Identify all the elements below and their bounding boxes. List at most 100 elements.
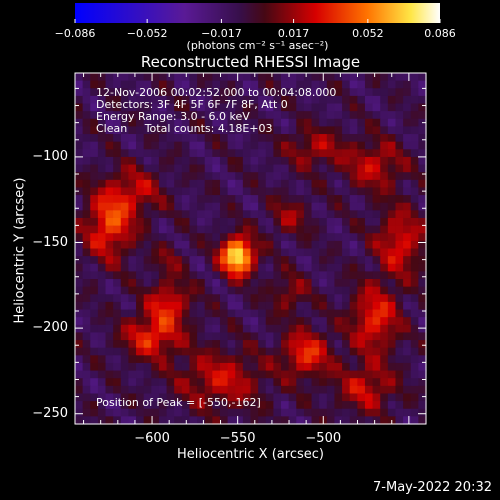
heatmap-cell: [242, 401, 252, 410]
heatmap-cell: [296, 156, 305, 166]
heatmap-cell: [166, 324, 175, 334]
heatmap-cell: [151, 301, 160, 311]
heatmap-cell: [403, 340, 412, 349]
heatmap-cell: [311, 164, 320, 173]
heatmap-cell: [265, 172, 274, 181]
heatmap-cell: [387, 233, 397, 242]
heatmap-cell: [319, 149, 328, 158]
heatmap-cell: [410, 362, 419, 372]
heatmap-cell: [387, 195, 397, 204]
heatmap-cell: [250, 88, 259, 97]
heatmap-cell: [288, 324, 297, 334]
heatmap-cell: [288, 408, 297, 417]
heatmap-cell: [82, 202, 91, 211]
heatmap-cell: [380, 156, 389, 166]
heatmap-cell: [311, 240, 320, 250]
heatmap-cell: [174, 317, 183, 326]
heatmap-cell: [219, 309, 229, 318]
heatmap-cell: [380, 408, 389, 417]
heatmap-cell: [311, 393, 320, 402]
heatmap-cell: [349, 103, 358, 112]
heatmap-cell: [410, 111, 419, 120]
heatmap-cell: [418, 385, 427, 395]
heatmap-cell: [219, 248, 229, 257]
heatmap-cell: [372, 294, 381, 303]
heatmap-cell: [212, 340, 221, 349]
heatmap-cell: [357, 156, 366, 166]
heatmap-cell: [90, 233, 99, 242]
heatmap-cell: [181, 88, 191, 97]
heatmap-cell: [418, 263, 427, 272]
heatmap-cell: [311, 416, 320, 425]
heatmap-cell: [288, 149, 297, 158]
heatmap-cell: [273, 141, 282, 150]
heatmap-cell: [357, 378, 366, 387]
heatmap-cell: [372, 164, 381, 173]
heatmap-cell: [227, 393, 236, 402]
heatmap-cell: [158, 370, 168, 379]
heatmap-cell: [105, 240, 114, 250]
heatmap-cell: [357, 164, 366, 173]
heatmap-cell: [281, 309, 290, 318]
heatmap-cell: [90, 202, 99, 211]
heatmap-cell: [349, 271, 358, 280]
heatmap-cell: [372, 301, 381, 311]
heatmap-cell: [197, 80, 206, 89]
heatmap-cell: [250, 202, 259, 211]
heatmap-cell: [212, 195, 221, 204]
heatmap-cell: [158, 202, 168, 211]
peak-position-label: Position of Peak = [-550,-162]: [96, 396, 261, 409]
heatmap-cell: [303, 202, 313, 211]
heatmap-cell: [235, 164, 244, 173]
heatmap-cell: [281, 347, 290, 356]
heatmap-cell: [410, 378, 419, 387]
heatmap-cell: [113, 385, 122, 395]
heatmap-cell: [158, 416, 168, 425]
heatmap-cell: [273, 179, 282, 189]
heatmap-cell: [258, 355, 267, 364]
heatmap-cell: [128, 370, 137, 379]
heatmap-cell: [319, 370, 328, 379]
heatmap-cell: [288, 187, 297, 196]
heatmap-cell: [357, 202, 366, 211]
heatmap-cell: [82, 210, 91, 219]
heatmap-cell: [82, 149, 91, 158]
heatmap-cell: [181, 118, 191, 128]
heatmap-cell: [296, 263, 305, 272]
heatmap-cell: [349, 294, 358, 303]
heatmap-cell: [258, 256, 267, 265]
heatmap-cell: [158, 286, 168, 295]
heatmap-cell: [273, 256, 282, 265]
heatmap-cell: [395, 126, 404, 135]
heatmap-cell: [319, 111, 328, 120]
heatmap-cell: [258, 401, 267, 410]
heatmap-cell: [174, 141, 183, 150]
heatmap-cell: [403, 416, 412, 425]
heatmap-cell: [174, 164, 183, 173]
heatmap-cell: [258, 294, 267, 303]
heatmap-cell: [387, 309, 397, 318]
heatmap-cell: [189, 141, 198, 150]
heatmap-cell: [288, 309, 297, 318]
heatmap-cell: [235, 179, 244, 189]
heatmap-cell: [227, 149, 236, 158]
heatmap-cell: [90, 401, 99, 410]
heatmap-cell: [90, 103, 99, 112]
heatmap-cell: [387, 103, 397, 112]
heatmap-cell: [113, 134, 122, 143]
heatmap-cell: [334, 225, 343, 234]
heatmap-cell: [90, 347, 99, 356]
heatmap-cell: [174, 248, 183, 257]
heatmap-cell: [174, 179, 183, 189]
heatmap-cell: [258, 88, 267, 97]
heatmap-cell: [235, 378, 244, 387]
heatmap-cell: [334, 340, 343, 349]
heatmap-cell: [166, 370, 175, 379]
heatmap-cell: [227, 370, 236, 379]
heatmap-cell: [128, 378, 137, 387]
heatmap-cell: [158, 324, 168, 334]
heatmap-cell: [403, 95, 412, 105]
chart-title: Reconstructed RHESSI Image: [140, 53, 361, 71]
heatmap-cell: [197, 378, 206, 387]
heatmap-cell: [342, 271, 351, 280]
